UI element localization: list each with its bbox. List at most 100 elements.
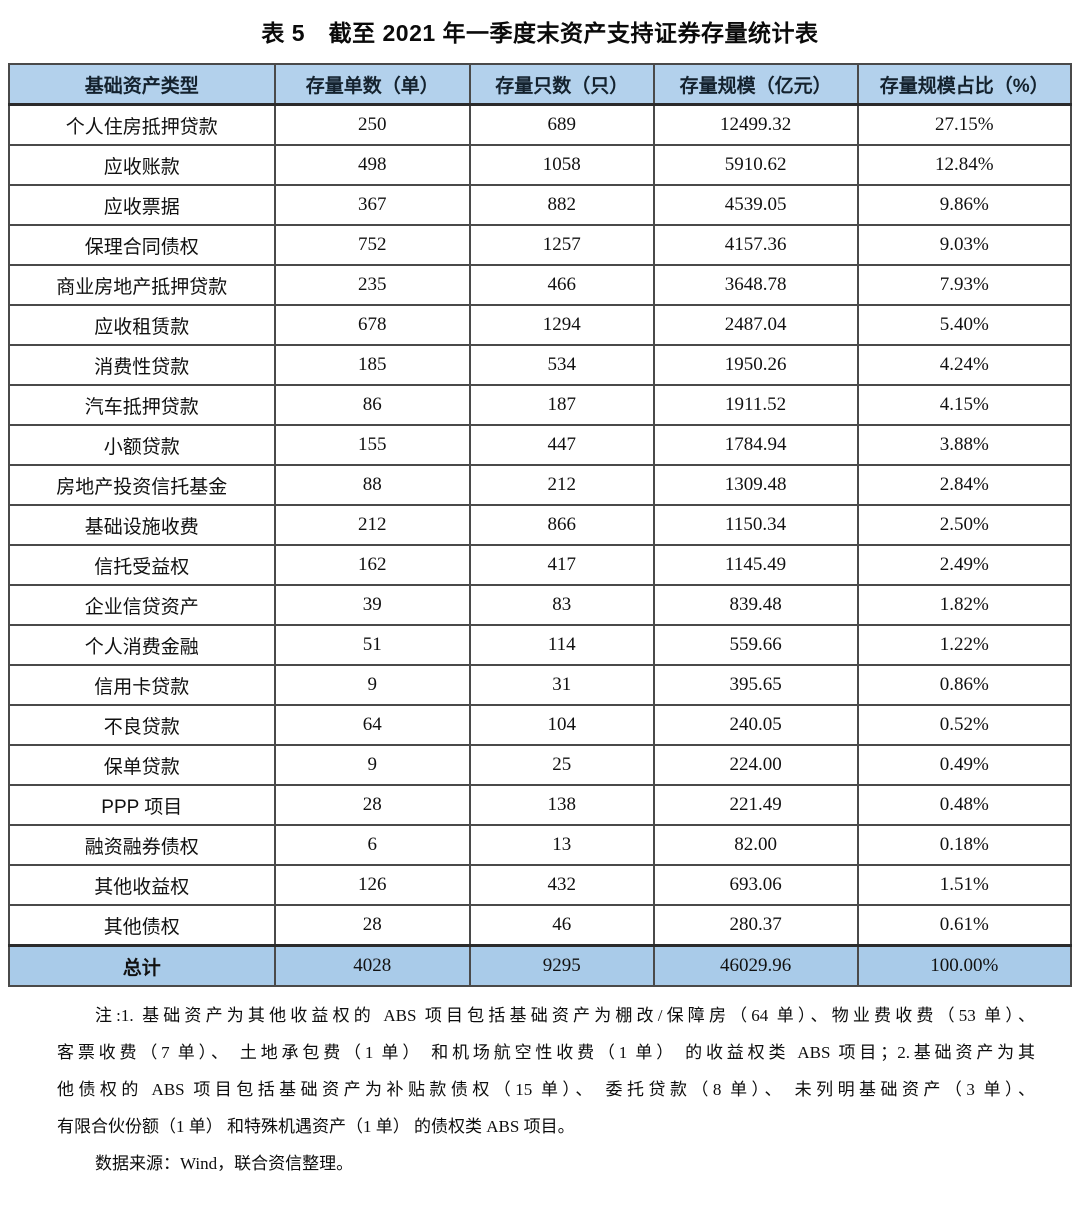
cell-value: 114 (468, 624, 655, 666)
row-label: 小额贷款 (8, 424, 276, 466)
cell-value: 4157.36 (652, 224, 859, 266)
header-cell: 存量只数（只） (468, 63, 655, 106)
cell-value: 0.52% (856, 704, 1073, 746)
cell-value: 1309.48 (652, 464, 859, 506)
header-cell: 存量规模占比（%） (856, 63, 1073, 106)
cell-value: 559.66 (652, 624, 859, 666)
total-value: 100.00% (856, 944, 1073, 987)
cell-value: 1911.52 (652, 384, 859, 426)
table-footer: 总计 4028 9295 46029.96 100.00% (8, 944, 1073, 987)
cell-value: 64 (273, 704, 471, 746)
cell-value: 432 (468, 864, 655, 906)
header-cell: 存量规模（亿元） (652, 63, 859, 106)
row-label: 房地产投资信托基金 (8, 464, 276, 506)
cell-value: 25 (468, 744, 655, 786)
table-row: 信用卡贷款 9 31 395.65 0.86% (8, 664, 1073, 706)
table-row: 个人住房抵押贷款 250 689 12499.32 27.15% (8, 103, 1073, 146)
table-row: 应收票据 367 882 4539.05 9.86% (8, 184, 1073, 226)
cell-value: 7.93% (856, 264, 1073, 306)
total-row: 总计 4028 9295 46029.96 100.00% (8, 944, 1073, 987)
footnote-line: 有限合伙份额（1 单） 和特殊机遇资产（1 单） 的债权类 ABS 项目。 (57, 1117, 575, 1136)
cell-value: 4.24% (856, 344, 1073, 386)
table-row: 其他收益权 126 432 693.06 1.51% (8, 864, 1073, 906)
cell-value: 0.86% (856, 664, 1073, 706)
cell-value: 1.51% (856, 864, 1073, 906)
total-label: 总计 (8, 944, 276, 987)
row-label: 信用卡贷款 (8, 664, 276, 706)
footnote-line: 注:1. 基础资产为其他收益权的 ABS 项目包括基础资产为棚改/保障房（64 … (95, 1006, 1035, 1025)
row-label: 消费性贷款 (8, 344, 276, 386)
cell-value: 280.37 (652, 904, 859, 947)
table-row: 不良贷款 64 104 240.05 0.52% (8, 704, 1073, 746)
cell-value: 466 (468, 264, 655, 306)
table-title: 表 5 截至 2021 年一季度末资产支持证券存量统计表 (261, 20, 819, 46)
table-row: 保单贷款 9 25 224.00 0.49% (8, 744, 1073, 786)
cell-value: 28 (273, 784, 471, 826)
total-value: 46029.96 (652, 944, 859, 987)
row-label: 应收账款 (8, 144, 276, 186)
table-row: 融资融券债权 6 13 82.00 0.18% (8, 824, 1073, 866)
cell-value: 39 (273, 584, 471, 626)
cell-value: 6 (273, 824, 471, 866)
header-row: 基础资产类型 存量单数（单） 存量只数（只） 存量规模（亿元） 存量规模占比（%） (8, 63, 1073, 106)
table-row: 个人消费金融 51 114 559.66 1.22% (8, 624, 1073, 666)
header-cell: 存量单数（单） (273, 63, 471, 106)
cell-value: 2.49% (856, 544, 1073, 586)
row-label: 基础设施收费 (8, 504, 276, 546)
row-label: 个人消费金融 (8, 624, 276, 666)
cell-value: 12.84% (856, 144, 1073, 186)
cell-value: 2.84% (856, 464, 1073, 506)
cell-value: 104 (468, 704, 655, 746)
cell-value: 221.49 (652, 784, 859, 826)
cell-value: 4.15% (856, 384, 1073, 426)
cell-value: 839.48 (652, 584, 859, 626)
cell-value: 395.65 (652, 664, 859, 706)
cell-value: 9 (273, 744, 471, 786)
row-label: 其他收益权 (8, 864, 276, 906)
row-label: 其他债权 (8, 904, 276, 947)
table-row: 应收租赁款 678 1294 2487.04 5.40% (8, 304, 1073, 346)
cell-value: 367 (273, 184, 471, 226)
row-label: 企业信贷资产 (8, 584, 276, 626)
cell-value: 1294 (468, 304, 655, 346)
row-label: 融资融券债权 (8, 824, 276, 866)
cell-value: 31 (468, 664, 655, 706)
cell-value: 534 (468, 344, 655, 386)
table-body: 个人住房抵押贷款 250 689 12499.32 27.15% 应收账款 498 1058 5… (8, 103, 1073, 947)
footnote-line: 他债权的 ABS 项目包括基础资产为补贴款债权（15 单）、 委托贷款（8 单）… (57, 1080, 1035, 1099)
cell-value: 235 (273, 264, 471, 306)
cell-value: 1.22% (856, 624, 1073, 666)
cell-value: 2.50% (856, 504, 1073, 546)
cell-value: 86 (273, 384, 471, 426)
row-label: 应收租赁款 (8, 304, 276, 346)
cell-value: 1784.94 (652, 424, 859, 466)
cell-value: 83 (468, 584, 655, 626)
table-row: 消费性贷款 185 534 1950.26 4.24% (8, 344, 1073, 386)
cell-value: 417 (468, 544, 655, 586)
total-value: 9295 (468, 944, 655, 987)
cell-value: 82.00 (652, 824, 859, 866)
row-label: 个人住房抵押贷款 (8, 103, 276, 146)
cell-value: 13 (468, 824, 655, 866)
cell-value: 3648.78 (652, 264, 859, 306)
cell-value: 185 (273, 344, 471, 386)
row-label: 不良贷款 (8, 704, 276, 746)
footnote-block: 注:1. 基础资产为其他收益权的 ABS 项目包括基础资产为棚改/保障房（64 … (57, 997, 1035, 1145)
cell-value: 51 (273, 624, 471, 666)
cell-value: 88 (273, 464, 471, 506)
cell-value: 162 (273, 544, 471, 586)
table-row: 汽车抵押贷款 86 187 1911.52 4.15% (8, 384, 1073, 426)
cell-value: 224.00 (652, 744, 859, 786)
cell-value: 689 (468, 103, 655, 146)
total-value: 4028 (273, 944, 471, 987)
table-row: PPP 项目 28 138 221.49 0.48% (8, 784, 1073, 826)
cell-value: 678 (273, 304, 471, 346)
table-row: 小额贷款 155 447 1784.94 3.88% (8, 424, 1073, 466)
cell-value: 9 (273, 664, 471, 706)
cell-value: 212 (273, 504, 471, 546)
cell-value: 1950.26 (652, 344, 859, 386)
cell-value: 1058 (468, 144, 655, 186)
cell-value: 2487.04 (652, 304, 859, 346)
cell-value: 12499.32 (652, 103, 859, 146)
